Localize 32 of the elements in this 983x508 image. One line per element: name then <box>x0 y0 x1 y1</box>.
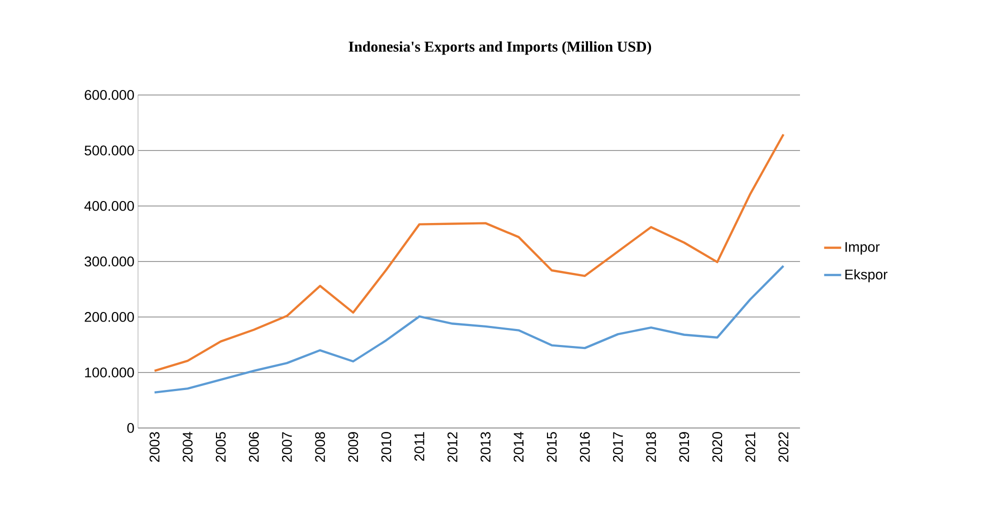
x-tick-label: 2012 <box>448 432 458 462</box>
x-tick-label: 2006 <box>248 432 259 462</box>
x-tick-label: 2015 <box>546 432 557 462</box>
x-tick-label: 2005 <box>216 432 226 462</box>
y-tick-label: 500.000 <box>84 146 134 156</box>
y-tick-label: 300.000 <box>84 256 134 266</box>
x-tick-label: 2009 <box>348 432 358 462</box>
x-tick-label: 2007 <box>282 432 292 462</box>
chart-title: Indonesia's Exports and Imports (Million USD) <box>348 41 652 55</box>
legend-label: Ekspor <box>845 269 888 282</box>
line-series <box>153 133 785 372</box>
y-tick-label: 0 <box>127 423 134 433</box>
x-tick-label: 2020 <box>712 432 722 462</box>
x-tick-label: 2011 <box>414 432 424 461</box>
x-tick-label: 2010 <box>381 432 392 462</box>
x-tick-label: 2022 <box>778 432 788 462</box>
legend-label: Impor <box>846 242 880 255</box>
x-tick-label: 2014 <box>514 432 524 462</box>
y-tick-label: 200.000 <box>84 312 134 322</box>
x-tick-label: 2021 <box>745 432 756 462</box>
line-series <box>153 264 785 394</box>
x-tick-label: 2016 <box>580 432 590 462</box>
x-tick-label: 2008 <box>315 432 325 462</box>
x-tick-label: 2013 <box>480 432 490 462</box>
y-tick-label: 600.000 <box>84 90 134 100</box>
y-tick-label: 400.000 <box>84 201 134 211</box>
x-tick-label: 2019 <box>679 432 690 462</box>
y-tick-label: 100.000 <box>85 368 134 378</box>
x-tick-label: 2003 <box>150 432 160 462</box>
x-tick-label: 2018 <box>646 432 656 462</box>
x-tick-label: 2017 <box>613 432 623 462</box>
x-tick-label: 2004 <box>182 432 193 462</box>
